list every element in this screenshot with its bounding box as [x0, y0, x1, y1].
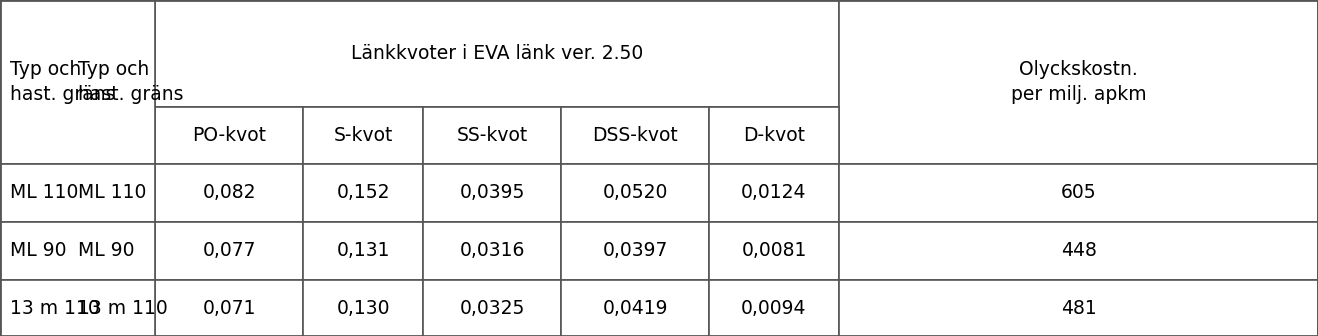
Bar: [840, 280, 1318, 336]
Text: 0,082: 0,082: [202, 183, 256, 203]
Text: PO-kvot: PO-kvot: [192, 126, 266, 145]
Text: 0,0397: 0,0397: [602, 242, 668, 260]
Bar: [303, 280, 423, 336]
Bar: [0, 0, 156, 164]
Text: ML 110: ML 110: [11, 183, 78, 203]
Bar: [423, 280, 561, 336]
Text: 13 m 110: 13 m 110: [78, 299, 167, 319]
Text: Typ och
hast. gräns: Typ och hast. gräns: [11, 60, 116, 104]
Bar: [0, 0, 156, 164]
Bar: [156, 164, 303, 222]
Text: 0,0419: 0,0419: [602, 299, 668, 319]
Text: 0,0325: 0,0325: [459, 299, 525, 319]
Bar: [423, 164, 561, 222]
Text: 0,152: 0,152: [336, 183, 390, 203]
Text: Länkkvoter i EVA länk ver. 2.50: Länkkvoter i EVA länk ver. 2.50: [351, 44, 643, 63]
Text: 0,0395: 0,0395: [459, 183, 525, 203]
Bar: [303, 164, 423, 222]
Bar: [0, 164, 156, 222]
Text: 605: 605: [1061, 183, 1097, 203]
Text: 0,0316: 0,0316: [459, 242, 525, 260]
Bar: [0, 222, 156, 280]
Text: ML 90: ML 90: [11, 242, 66, 260]
Text: 0,0094: 0,0094: [741, 299, 807, 319]
Text: S-kvot: S-kvot: [333, 126, 393, 145]
Text: 0,0520: 0,0520: [602, 183, 668, 203]
Bar: [423, 222, 561, 280]
Bar: [156, 222, 303, 280]
Text: ML 90: ML 90: [78, 242, 134, 260]
Bar: [303, 107, 423, 164]
Text: 0,071: 0,071: [202, 299, 256, 319]
Bar: [709, 107, 840, 164]
Text: ML 110: ML 110: [78, 183, 146, 203]
Bar: [709, 280, 840, 336]
Text: 0,0124: 0,0124: [741, 183, 807, 203]
Text: 0,130: 0,130: [336, 299, 390, 319]
Text: 0,0081: 0,0081: [741, 242, 807, 260]
Bar: [423, 107, 561, 164]
Bar: [561, 164, 709, 222]
Bar: [156, 107, 303, 164]
Bar: [0, 280, 156, 336]
Bar: [561, 280, 709, 336]
Bar: [709, 222, 840, 280]
Text: Olyckskostn.
per milj. apkm: Olyckskostn. per milj. apkm: [1011, 60, 1147, 104]
Bar: [156, 280, 303, 336]
Bar: [0, 164, 156, 222]
Text: DSS-kvot: DSS-kvot: [592, 126, 677, 145]
Text: SS-kvot: SS-kvot: [456, 126, 527, 145]
Text: Typ och
hast. gräns: Typ och hast. gräns: [78, 60, 183, 104]
Bar: [840, 0, 1318, 164]
Bar: [561, 222, 709, 280]
Bar: [0, 222, 156, 280]
Text: 0,077: 0,077: [202, 242, 256, 260]
Text: 481: 481: [1061, 299, 1097, 319]
Text: D-kvot: D-kvot: [743, 126, 805, 145]
Text: 13 m 110: 13 m 110: [11, 299, 100, 319]
Bar: [156, 0, 840, 107]
Bar: [0, 280, 156, 336]
Bar: [840, 222, 1318, 280]
Bar: [709, 164, 840, 222]
Bar: [303, 222, 423, 280]
Bar: [840, 164, 1318, 222]
Bar: [561, 107, 709, 164]
Text: 0,131: 0,131: [336, 242, 390, 260]
Text: 448: 448: [1061, 242, 1097, 260]
